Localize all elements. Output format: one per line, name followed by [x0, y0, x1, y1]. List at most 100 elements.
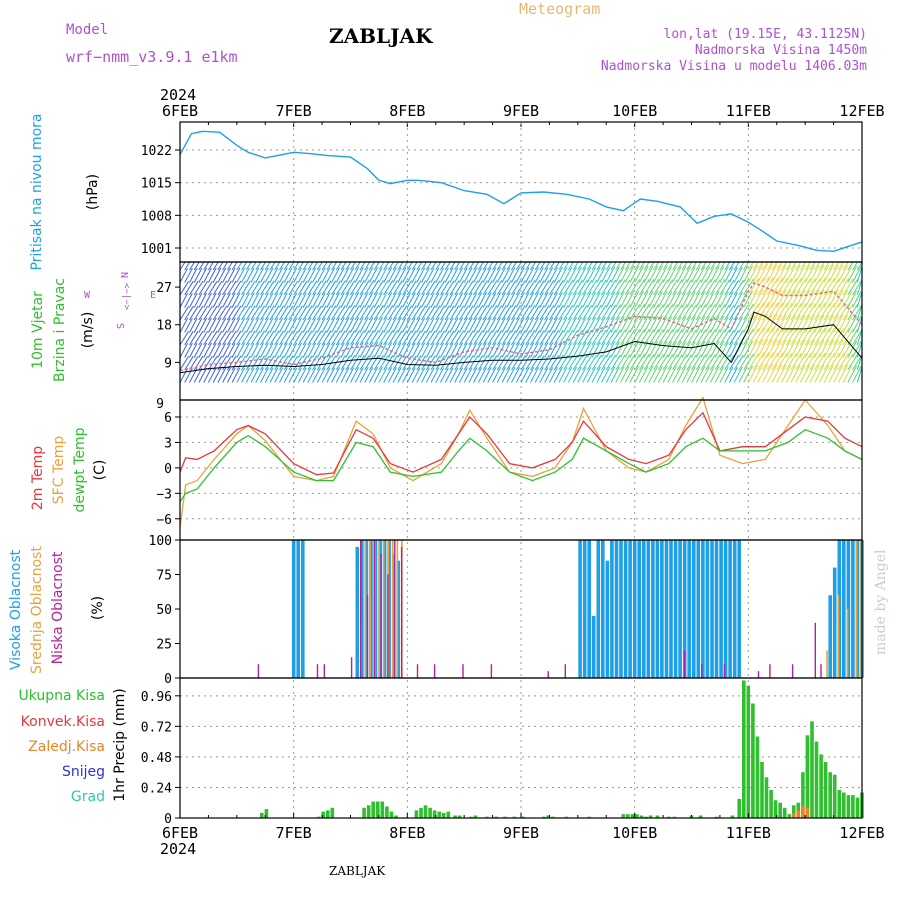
- wind-barb: [795, 353, 807, 371]
- wind-barb: [241, 330, 251, 346]
- wind-barb: [236, 317, 246, 333]
- wind-barb: [681, 266, 692, 283]
- wind-barb: [558, 291, 568, 308]
- wind-barb: [681, 291, 692, 308]
- wind-barb: [601, 261, 607, 271]
- wind-barb: [359, 261, 366, 271]
- cloud-bar: [301, 540, 305, 678]
- wind-barb: [473, 267, 483, 283]
- wind-barb: [326, 367, 336, 383]
- wind-barb: [842, 261, 849, 271]
- wind-barb: [482, 317, 492, 333]
- wind-barb: [691, 354, 702, 371]
- wind-barb: [312, 367, 321, 383]
- wind-barb: [653, 261, 660, 271]
- wind-barb: [563, 261, 570, 271]
- wind-barb: [231, 267, 241, 283]
- wind-barb: [250, 355, 261, 371]
- legend-snow: Snijeg: [62, 764, 105, 780]
- wind-barb: [615, 341, 625, 358]
- wind-barb: [672, 341, 682, 358]
- wind-barb: [321, 317, 331, 333]
- wind-barb: [203, 261, 210, 271]
- wind-barb: [288, 267, 298, 283]
- wind-barb: [326, 342, 336, 358]
- wind-barb: [823, 264, 834, 283]
- wind-barb: [672, 266, 682, 283]
- wind-barb: [847, 315, 858, 333]
- wind-barb: [321, 267, 331, 283]
- wind-barb: [425, 267, 435, 283]
- wind-barb: [771, 364, 782, 383]
- wind-barb: [335, 280, 346, 296]
- wind-barb: [828, 352, 840, 371]
- wind-barbs: [179, 261, 863, 383]
- wind-barb: [724, 304, 735, 321]
- wind-barb: [667, 316, 677, 333]
- wind-barb: [852, 266, 862, 283]
- wind-barb: [728, 367, 738, 383]
- wind-barb: [458, 305, 469, 321]
- wind-barb: [757, 288, 769, 308]
- wind-barb: [833, 261, 840, 271]
- wind-barb: [307, 342, 317, 358]
- wind-barb: [781, 303, 793, 321]
- wind-barb: [392, 261, 399, 271]
- wind-barb: [326, 292, 336, 308]
- wind-barb: [596, 341, 606, 358]
- wind-barb: [852, 304, 863, 321]
- wind-barb: [501, 280, 512, 296]
- wind-barb: [345, 342, 355, 358]
- precip-bar: [828, 772, 832, 818]
- wind-barb: [638, 340, 649, 358]
- wind-barb: [312, 261, 319, 271]
- precip-bar: [814, 741, 819, 818]
- wind-barb: [672, 304, 683, 321]
- wind-barb: [752, 277, 765, 296]
- wind-barb: [468, 330, 479, 346]
- wind-barb: [795, 364, 806, 383]
- wind-barb: [814, 302, 826, 321]
- y-tick-label: 27: [156, 281, 172, 296]
- wind-barb: [373, 305, 384, 321]
- wind-barb: [179, 367, 189, 383]
- wind-barb: [364, 367, 374, 383]
- wind-barb: [269, 355, 280, 371]
- wind-barb: [757, 352, 770, 371]
- wind-barb: [383, 267, 393, 283]
- wind-barb: [511, 305, 522, 321]
- wind-barb: [657, 279, 669, 296]
- wind-barb: [799, 261, 806, 271]
- wind-barb: [250, 342, 260, 358]
- wind-barb: [482, 292, 492, 308]
- wind-barb: [795, 289, 806, 308]
- wind-barb: [316, 267, 326, 283]
- wind-barb: [572, 266, 582, 283]
- wind-barb: [189, 280, 199, 296]
- wind-barb: [638, 265, 649, 283]
- wind-barb: [686, 366, 696, 383]
- precip-bar: [842, 792, 846, 818]
- top-date-label: 8FEB: [389, 102, 425, 120]
- wind-barb: [852, 291, 862, 308]
- wind-barb: [487, 305, 498, 321]
- bottom-date-label: 6FEB: [162, 824, 198, 842]
- wind-barb: [534, 292, 544, 308]
- wind-barb: [260, 280, 270, 296]
- wind-barb: [307, 355, 318, 371]
- wind-barb: [501, 267, 511, 283]
- y-tick-label: 18: [156, 319, 172, 334]
- wind-barb: [781, 264, 792, 283]
- wind-barb: [297, 355, 308, 371]
- wind-barb: [354, 280, 365, 296]
- precip-bar: [512, 816, 516, 818]
- wind-barb: [544, 305, 555, 321]
- wind-barb: [738, 261, 745, 271]
- wind-barb: [297, 330, 308, 346]
- wind-barb: [279, 261, 285, 271]
- precip-bar: [801, 805, 805, 818]
- precip-bar: [751, 703, 755, 818]
- wind-barb: [544, 292, 554, 308]
- wind-barb: [558, 280, 569, 296]
- cloud-bar: [837, 595, 840, 678]
